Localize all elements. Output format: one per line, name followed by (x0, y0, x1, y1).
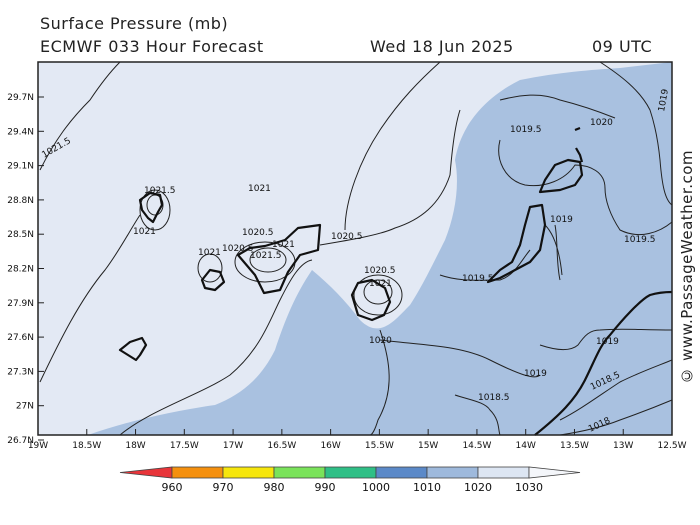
contour-label: 1019 (596, 337, 619, 347)
contour-label: 1019.5 (624, 235, 656, 245)
africa-coast (534, 290, 673, 436)
contour-label: 1020.5 (222, 244, 254, 254)
island-gran-canaria (350, 278, 392, 322)
legend-swatch (375, 466, 428, 479)
contour-label: 1020.5 (331, 232, 363, 242)
lon-tick-label: 14.5W (462, 441, 491, 451)
lat-tick-label: 29.4N (7, 127, 34, 137)
forecast-time: 09 UTC (592, 37, 653, 56)
longitude-axis: 19W 18.5W 18W 17.5W 17W 16.5W 16W 15.5W 15W 14.5W… (28, 429, 687, 451)
island-tenerife (236, 223, 322, 295)
contour-label: 1018.5 (478, 393, 510, 403)
island-la-palma (138, 191, 164, 224)
map-title: Surface Pressure (mb) (40, 14, 229, 33)
pressure-legend: 960 970 980 990 1000 1010 1020 1030 (119, 466, 581, 494)
legend-label: 990 (315, 481, 336, 494)
contour-label: 1019.5 (510, 125, 542, 135)
lat-tick-label: 28.5N (7, 230, 34, 240)
contour-label: 1019.5 (462, 274, 494, 284)
island-lanzarote (538, 158, 584, 194)
map-frame (37, 61, 673, 436)
forecast-model: ECMWF 033 Hour Forecast (40, 37, 264, 56)
contour-label: 1021.5 (250, 251, 282, 261)
contour-label: 1021 (133, 227, 156, 237)
lat-tick-label: 27.9N (7, 299, 34, 309)
contour-label: 1021 (248, 184, 271, 194)
lat-tick-label: 27N (16, 402, 34, 412)
coastlines (118, 126, 673, 436)
lon-tick-label: 16.5W (267, 441, 296, 451)
legend-arrow-low (119, 466, 173, 479)
lon-tick-label: 19W (28, 441, 48, 451)
lon-tick-label: 18W (125, 441, 145, 451)
latitude-axis: 29.7N 29.4N 29.1N 28.8N 28.5N 28.2N 27.9N 27.6N… (7, 93, 44, 446)
lat-tick-label: 29.1N (7, 162, 34, 172)
lon-tick-label: 15.5W (365, 441, 394, 451)
lon-tick-label: 17W (223, 441, 243, 451)
legend-swatch (477, 466, 530, 479)
isobars (39, 61, 673, 436)
legend-arrow-high (528, 466, 581, 479)
lat-tick-label: 26.7N (7, 436, 34, 446)
lon-tick-label: 13W (613, 441, 633, 451)
lat-tick-label: 27.6N (7, 333, 34, 343)
legend-swatch (324, 466, 377, 479)
lon-tick-label: 15W (418, 441, 438, 451)
contour-label: 1019 (550, 215, 573, 225)
island-la-gomera (200, 268, 226, 292)
legend-label: 1030 (515, 481, 543, 494)
legend-label: 1020 (464, 481, 492, 494)
lat-tick-label: 29.7N (7, 93, 34, 103)
legend-swatch (426, 466, 479, 479)
legend-swatch (273, 466, 326, 479)
lon-tick-label: 18.5W (72, 441, 101, 451)
legend-swatch (222, 466, 275, 479)
legend-label: 960 (162, 481, 183, 494)
band-1010-1020 (88, 62, 672, 435)
legend-swatch (171, 466, 224, 479)
contour-label: 1021 (198, 248, 221, 258)
contour-label: 1021.5 (144, 186, 176, 196)
lon-tick-label: 12.5W (658, 441, 687, 451)
contour-label: 1019 (524, 369, 547, 379)
lat-tick-label: 27.3N (7, 367, 34, 377)
contour-label: 1021 (272, 240, 295, 250)
site-credit: © www.PassageWeather.com (678, 150, 696, 385)
forecast-date: Wed 18 Jun 2025 (370, 37, 514, 56)
island-el-hierro (118, 336, 148, 362)
lon-tick-label: 17.5W (170, 441, 199, 451)
lon-tick-label: 16W (320, 441, 340, 451)
contour-label: 1020.5 (242, 228, 274, 238)
legend-label: 970 (213, 481, 234, 494)
legend-label: 1010 (413, 481, 441, 494)
contour-label: 1020.5 (364, 266, 396, 276)
legend-label: 980 (264, 481, 285, 494)
contour-label: 1020 (369, 336, 392, 346)
contour-label: 1019 (657, 88, 671, 113)
island-fuerteventura (486, 203, 547, 284)
lat-tick-label: 28.2N (7, 265, 34, 275)
contour-label: 1021 (369, 279, 392, 289)
lon-tick-label: 13.5W (560, 441, 589, 451)
legend-label: 1000 (362, 481, 390, 494)
lon-tick-label: 14W (516, 441, 536, 451)
lat-tick-label: 28.8N (7, 196, 34, 206)
contour-label: 1020 (590, 118, 613, 128)
